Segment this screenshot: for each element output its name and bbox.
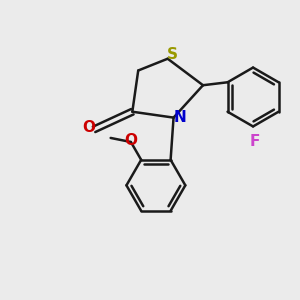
Text: O: O xyxy=(124,133,137,148)
Text: O: O xyxy=(82,120,95,135)
Text: S: S xyxy=(167,47,178,62)
Text: N: N xyxy=(174,110,186,125)
Text: F: F xyxy=(249,134,260,149)
